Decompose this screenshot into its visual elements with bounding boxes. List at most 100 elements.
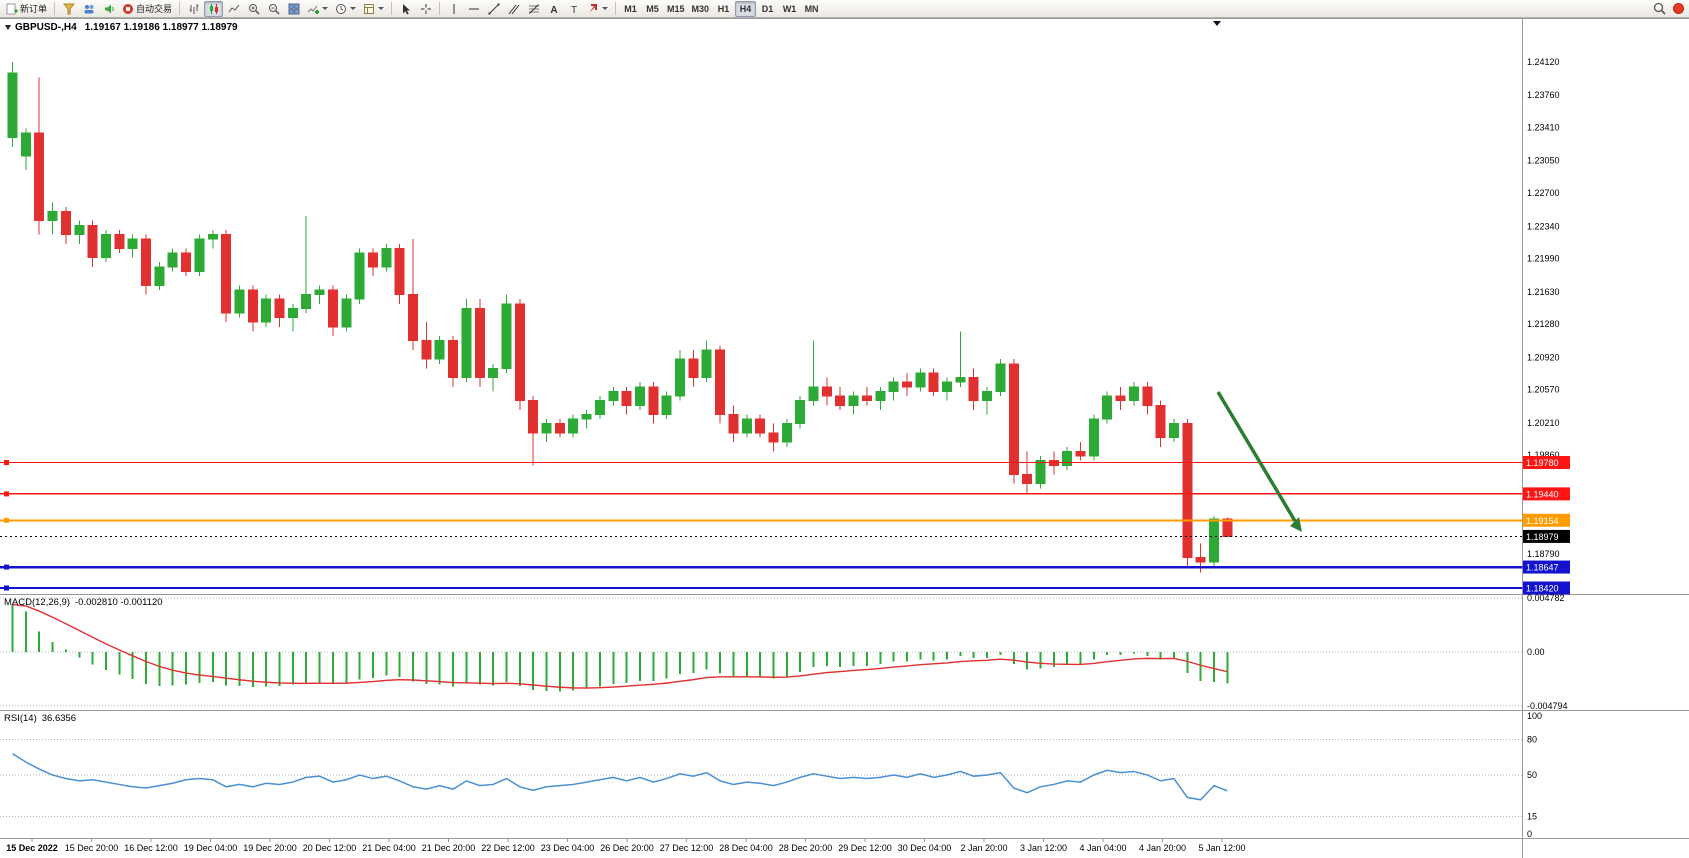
tile-windows-icon (288, 3, 300, 14)
rsi-value: 36.6356 (41, 713, 77, 724)
svg-text:26 Dec 20:00: 26 Dec 20:00 (600, 843, 654, 853)
toolbar-separator (179, 2, 181, 15)
trend-arrow[interactable] (1216, 391, 1302, 532)
symbol-dropdown-icon[interactable] (5, 25, 11, 30)
search-button[interactable] (1650, 1, 1669, 17)
candlestick-icon (209, 3, 218, 14)
community-button[interactable] (79, 1, 98, 17)
toolbar: 新订单 自动交易 (0, 0, 1689, 18)
bar-chart-icon (189, 3, 199, 14)
svg-text:1.20920: 1.20920 (1527, 352, 1560, 362)
rsi-pane[interactable]: 100 80 50 15 0 (0, 711, 1542, 839)
pane-borders (0, 18, 1689, 858)
vertical-line-button[interactable] (444, 1, 463, 17)
svg-text:29 Dec 12:00: 29 Dec 12:00 (838, 843, 892, 853)
fibonacci-button[interactable] (524, 1, 543, 17)
timeframe-button-d1[interactable]: D1 (757, 1, 778, 17)
svg-text:27 Dec 12:00: 27 Dec 12:00 (660, 843, 714, 853)
filter-icon (62, 3, 75, 14)
rsi-title: RSI(14) (4, 713, 37, 724)
svg-text:A: A (550, 5, 557, 15)
candles (7, 62, 1233, 573)
zoom-in-icon (248, 3, 260, 15)
tile-windows-button[interactable] (284, 1, 303, 17)
svg-text:1.22340: 1.22340 (1527, 221, 1560, 231)
svg-text:4 Jan 20:00: 4 Jan 20:00 (1139, 843, 1186, 853)
filter-button[interactable] (59, 1, 78, 17)
timeframe-button-m1[interactable]: M1 (620, 1, 641, 17)
macd-pane[interactable]: 0.004782 0.00 -0.004794 (0, 593, 1568, 711)
svg-text:0.004782: 0.004782 (1527, 593, 1565, 603)
svg-text:3 Jan 12:00: 3 Jan 12:00 (1020, 843, 1067, 853)
cursor-button[interactable] (396, 1, 415, 17)
svg-text:21 Dec 04:00: 21 Dec 04:00 (362, 843, 416, 853)
chart-shift-marker[interactable] (1213, 21, 1221, 26)
svg-text:1.19440: 1.19440 (1526, 489, 1559, 499)
horizontal-line-button[interactable] (464, 1, 483, 17)
arrow-object-icon (589, 3, 598, 13)
svg-text:T: T (570, 5, 576, 15)
svg-text:1.23760: 1.23760 (1527, 90, 1560, 100)
candlestick-chart-button[interactable] (204, 0, 224, 17)
search-icon (1653, 2, 1666, 15)
svg-text:21 Dec 20:00: 21 Dec 20:00 (422, 843, 476, 853)
text-icon: A (550, 5, 557, 15)
community-icon (84, 4, 94, 13)
svg-text:1.18647: 1.18647 (1526, 563, 1559, 573)
alerts-button[interactable] (99, 1, 118, 17)
trendline-button[interactable] (484, 1, 503, 17)
timeframe-toolbar: M1 M5 M15 M30 H1 H4 D1 W1 MN (620, 0, 822, 17)
timeframe-button-w1[interactable]: W1 (779, 1, 800, 17)
equidistant-channel-icon (508, 4, 519, 14)
zoom-in-button[interactable] (244, 1, 263, 17)
crosshair-button[interactable] (416, 1, 435, 17)
symbol-period-label: GBPUSD-,H4 (15, 22, 77, 33)
svg-text:19 Dec 20:00: 19 Dec 20:00 (243, 843, 297, 853)
svg-text:1.23410: 1.23410 (1527, 123, 1560, 133)
svg-text:0: 0 (1527, 829, 1532, 839)
svg-text:15 Dec 20:00: 15 Dec 20:00 (65, 843, 119, 853)
new-order-button[interactable]: 新订单 (3, 1, 50, 17)
trendline-icon (488, 3, 500, 14)
notification-dot[interactable] (1673, 3, 1684, 14)
price-axis[interactable]: 1.24120 1.23760 1.23410 1.23050 1.22700 1.223… (1527, 57, 1560, 559)
text-button[interactable]: A (544, 1, 563, 17)
svg-text:1.19860: 1.19860 (1527, 450, 1560, 460)
timeframe-button-m30[interactable]: M30 (689, 1, 713, 17)
label-button[interactable]: T (564, 1, 583, 17)
svg-text:5 Jan 12:00: 5 Jan 12:00 (1198, 843, 1245, 853)
svg-text:1.23050: 1.23050 (1527, 156, 1560, 166)
horizontal-lines[interactable] (0, 459, 1523, 591)
svg-text:0.00: 0.00 (1527, 647, 1545, 657)
new-order-label: 新订单 (20, 4, 48, 14)
line-chart-button[interactable] (224, 1, 243, 17)
speaker-icon (104, 4, 114, 13)
ohlc-values: 1.19167 1.19186 1.18977 1.18979 (84, 22, 238, 33)
zoom-out-button[interactable] (264, 1, 283, 17)
svg-text:100: 100 (1527, 711, 1542, 721)
macd-values: -0.002810 -0.001120 (75, 597, 163, 608)
cursor-icon (402, 3, 410, 14)
svg-text:2 Jan 20:00: 2 Jan 20:00 (960, 843, 1007, 853)
periods-button[interactable] (332, 1, 359, 17)
timeframe-button-m5[interactable]: M5 (642, 1, 663, 17)
templates-dropdown-icon (378, 7, 385, 10)
bar-chart-button[interactable] (184, 1, 203, 17)
timeframe-button-m15[interactable]: M15 (664, 1, 688, 17)
timeframe-button-h4[interactable]: H4 (735, 0, 757, 17)
svg-text:1.22700: 1.22700 (1527, 188, 1560, 198)
svg-text:-0.004794: -0.004794 (1527, 701, 1568, 711)
periods-dropdown-icon (350, 7, 357, 10)
time-axis[interactable]: 15 Dec 2022 15 Dec 20:00 16 Dec 12:00 19 De… (6, 838, 1246, 854)
autotrading-button[interactable]: 自动交易 (119, 1, 175, 17)
arrows-button[interactable] (584, 1, 611, 17)
toolbar-right-group (1650, 1, 1686, 17)
timeframe-button-mn[interactable]: MN (801, 1, 822, 17)
vertical-line-icon (453, 3, 455, 14)
timeframe-button-h1[interactable]: H1 (713, 1, 734, 17)
indicators-button[interactable] (304, 1, 331, 17)
templates-button[interactable] (360, 1, 387, 17)
channel-button[interactable] (504, 1, 523, 17)
svg-text:80: 80 (1527, 735, 1537, 745)
